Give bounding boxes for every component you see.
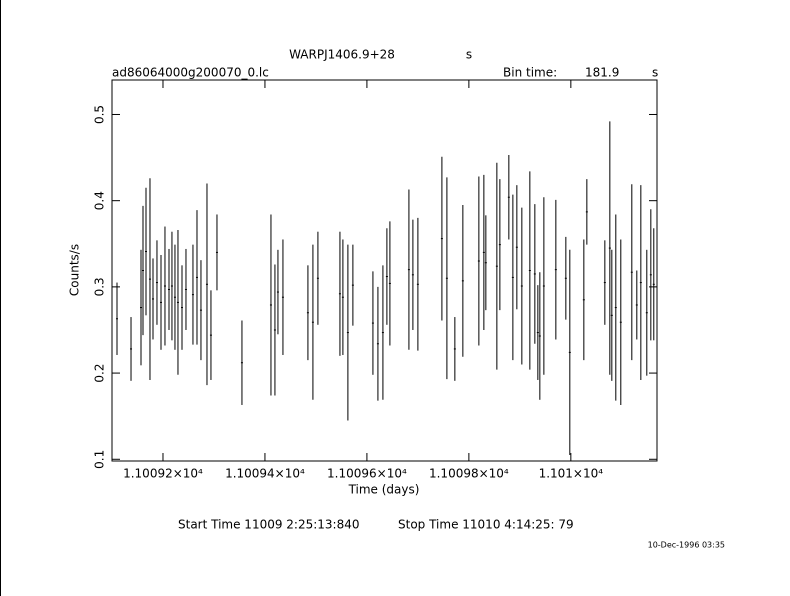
data-point [173,296,176,298]
timestamp: 10-Dec-1996 03:35 [648,541,725,550]
title-unit: s [466,48,472,62]
data-point [269,304,272,306]
y-tick-label: 0.2 [93,364,107,383]
data-point [639,282,642,284]
x-tick-label: 1.10096×10⁴ [327,467,407,481]
data-point [507,196,510,198]
stop-time: Stop Time 11010 4:14:25: 79 [398,518,574,532]
y-tick-label: 0.1 [93,450,107,469]
data-point [635,304,638,306]
data-point [281,296,284,298]
data-point [603,282,606,284]
x-tick-label: 1.10098×10⁴ [429,467,509,481]
data-point [388,282,391,284]
data-point [346,332,349,334]
data-point [536,332,539,334]
start-time: Start Time 11009 2:25:13:840 [178,518,360,532]
data-point [159,301,162,303]
bin-time: 181.9 [585,66,619,80]
data-point [610,314,613,316]
data-point [649,274,652,276]
data-point [130,348,133,350]
x-tick-label: 1.10094×10⁴ [225,467,305,481]
data-point [191,294,194,296]
data-point [564,277,567,279]
data-point [407,269,410,271]
data-point [381,332,384,334]
data-point [568,351,571,353]
data-point [176,301,179,303]
data-point [306,312,309,314]
data-point [619,321,622,323]
data-point [528,270,531,271]
data-point [385,276,388,278]
data-point [316,277,319,279]
y-tick-label: 0.5 [93,105,107,124]
data-point [376,343,379,345]
data-point [482,251,485,253]
data-point [163,285,166,287]
data-point [453,348,456,350]
y-axis-label: Counts/s [68,244,82,296]
bin-time-unit: s [652,66,658,80]
x-tick-label: 1.101×10⁴ [539,467,604,481]
data-point [652,283,655,285]
data-point [351,284,354,286]
data-point [311,321,314,323]
data-point [195,276,198,278]
data-point [141,270,144,271]
data-point [115,318,118,320]
data-point [542,285,545,287]
data-point [155,282,158,284]
file-name: ad86064000g200070_0.lc [112,66,269,80]
data-point [276,291,279,293]
data-point [184,288,187,290]
data-point [145,251,148,253]
data-point [205,283,208,285]
data-point [273,329,276,331]
data-point [515,246,518,248]
data-point [411,274,414,276]
data-point [416,283,419,285]
data-point [440,238,443,240]
y-tick-label: 0.4 [93,191,107,210]
data-point [645,312,648,314]
data-point [199,309,202,311]
data-point [484,262,487,264]
data-point [533,273,536,275]
data-point [167,288,170,290]
data-point [538,335,541,337]
data-point [495,265,498,267]
data-point [445,277,448,279]
data-point [151,298,154,300]
bin-time-label: Bin time: [503,66,557,80]
y-tick-label: 0.3 [93,277,107,296]
data-point [461,280,464,282]
data-point [630,271,633,273]
x-tick-label: 1.10092×10⁴ [123,467,203,481]
data-point [614,307,617,309]
data-point [215,251,218,253]
data-point [585,211,588,213]
data-point [371,322,374,324]
data-point [582,299,585,301]
data-point [520,285,523,287]
data-point [608,247,611,249]
data-point [338,293,341,295]
x-axis-label: Time (days) [348,483,420,497]
data-point [341,296,344,298]
data-point [209,334,212,336]
data-point [511,276,514,278]
data-point [148,278,151,280]
chart-title: WARPJ1406.9+28 [289,48,395,62]
data-point [477,260,480,262]
data-point [180,307,183,309]
data-point [554,269,557,271]
data-point [140,307,143,309]
data-point [170,285,173,287]
data-point [240,362,243,364]
plot-frame [111,79,658,462]
data-point [498,244,501,246]
